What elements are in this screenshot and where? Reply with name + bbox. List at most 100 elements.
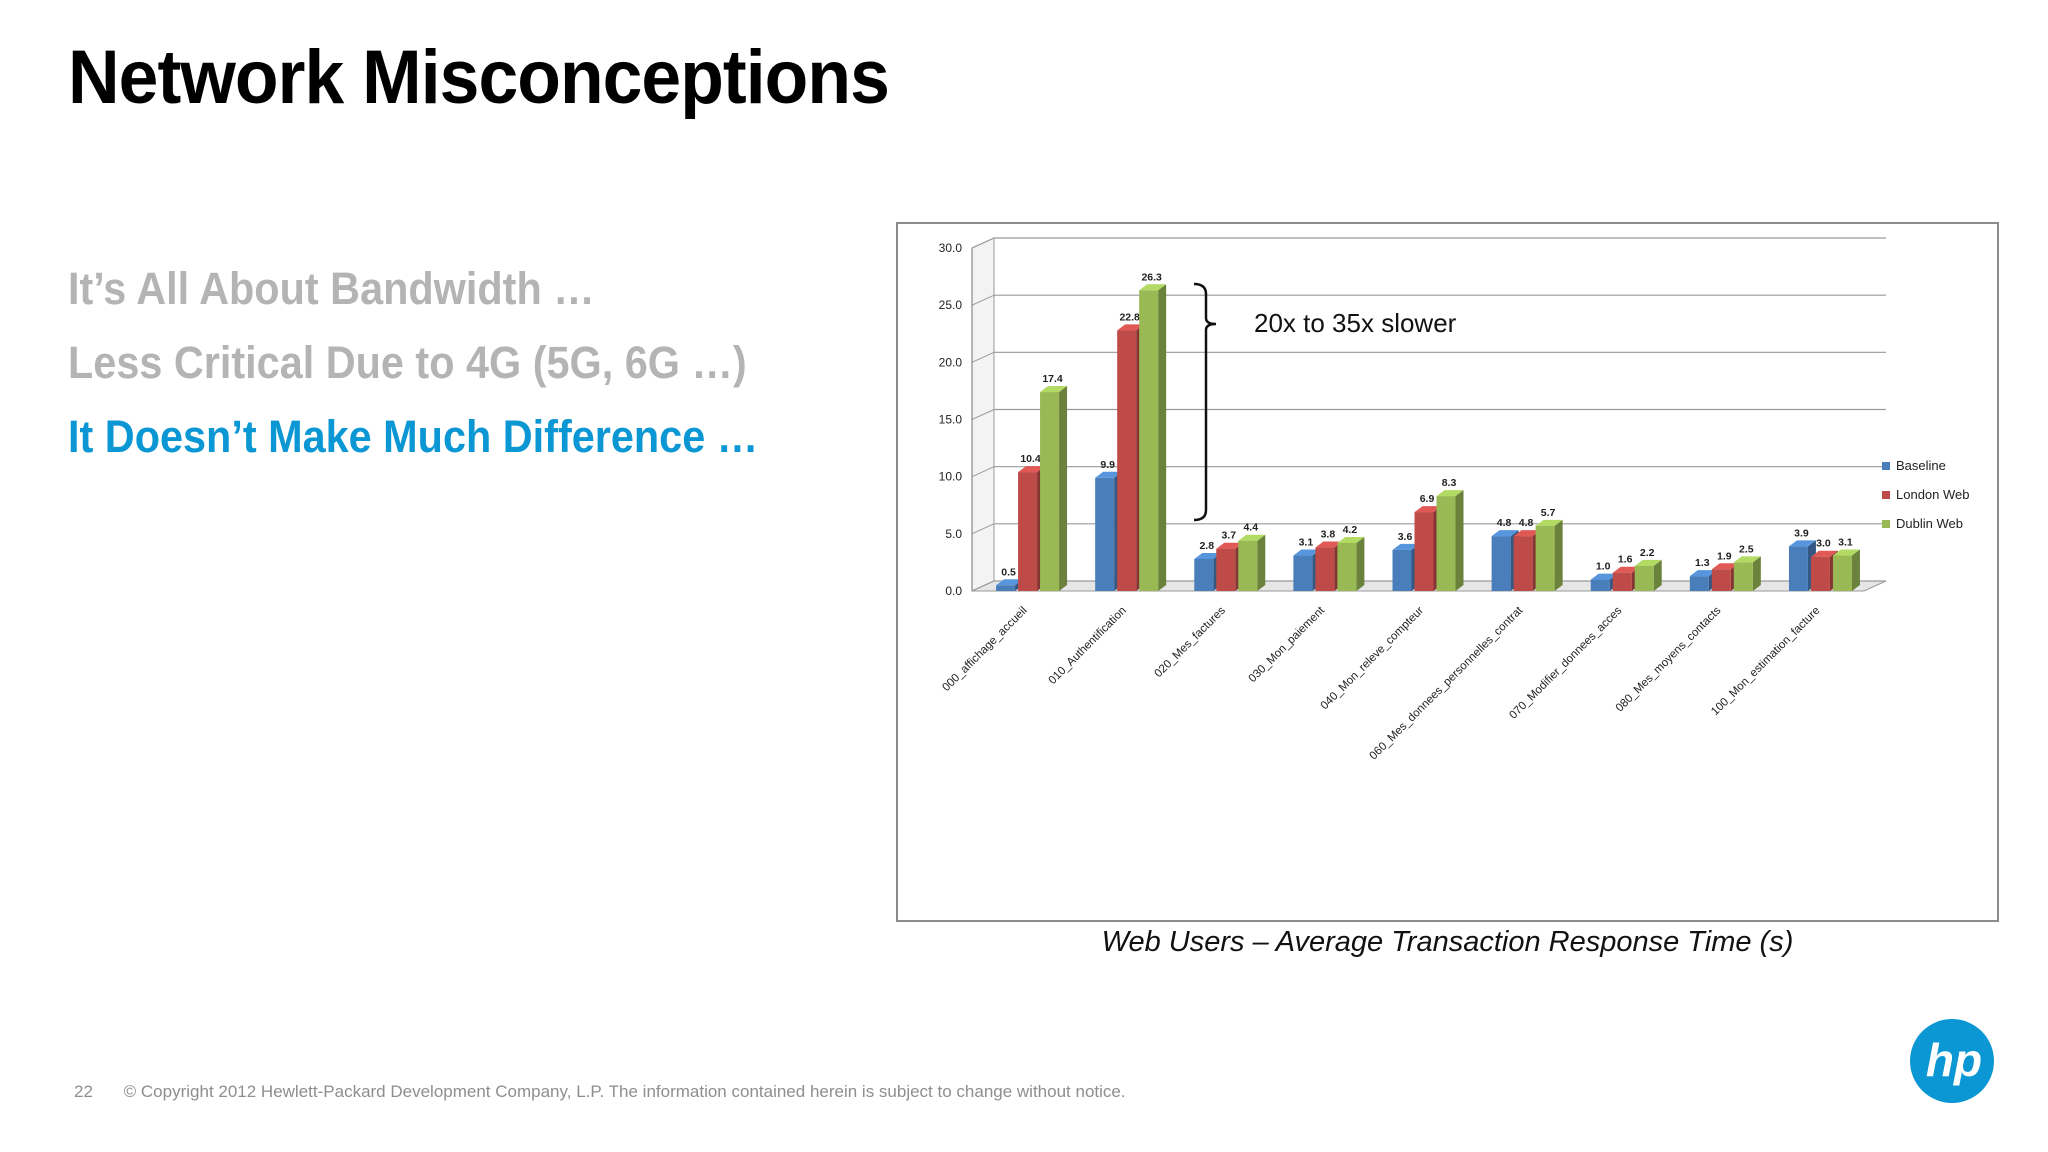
x-tick-label: 020_Mes_factures <box>1153 604 1229 680</box>
y-tick-label: 20.0 <box>939 355 963 369</box>
bar <box>1315 547 1335 591</box>
legend-swatch <box>1882 462 1890 470</box>
x-tick-label: 000_affichage_accueil <box>940 605 1029 694</box>
data-label: 8.3 <box>1442 477 1457 489</box>
bar-top <box>996 579 1024 586</box>
chart-caption: Web Users – Average Transaction Response… <box>1101 926 1794 958</box>
bar-top <box>1733 556 1761 563</box>
data-label: 22.8 <box>1119 311 1140 323</box>
hp-logo: hp <box>1910 1019 1994 1103</box>
slide-title: Network Misconceptions <box>68 35 890 120</box>
bar <box>1513 536 1533 591</box>
bar-side <box>1851 549 1860 591</box>
bar <box>1018 472 1038 591</box>
data-label: 3.1 <box>1299 537 1314 549</box>
bar <box>1238 540 1258 591</box>
bar-side <box>1257 534 1266 591</box>
bar <box>1095 477 1115 591</box>
bar-top <box>1238 534 1266 541</box>
bar-top <box>1392 543 1420 550</box>
bar-top <box>1535 519 1563 526</box>
bullet-bandwidth: It’s All About Bandwidth … <box>68 263 595 314</box>
gridline-depth <box>971 237 995 249</box>
bar-top <box>1711 563 1739 570</box>
legend-label: London Web <box>1896 487 1970 502</box>
data-label: 4.2 <box>1343 524 1358 536</box>
bar-side <box>1158 284 1167 591</box>
x-tick-label: 030_Mon_paiement <box>1247 604 1328 685</box>
bar <box>996 585 1016 591</box>
bar <box>1590 579 1610 591</box>
bar-side <box>1455 490 1464 591</box>
bar <box>1832 555 1852 591</box>
footer: 22 © Copyright 2012 Hewlett-Packard Deve… <box>74 1082 1126 1102</box>
bar-top <box>1194 552 1222 559</box>
data-label: 4.8 <box>1519 517 1534 529</box>
bar-side <box>1059 386 1068 591</box>
bar-side <box>1752 556 1761 591</box>
bar <box>1117 330 1137 591</box>
gridline-depth <box>971 294 995 306</box>
data-label: 5.7 <box>1541 507 1556 519</box>
bar <box>1436 496 1456 591</box>
bar <box>1810 556 1830 591</box>
bar-side <box>1356 536 1365 591</box>
bar-top <box>1810 550 1838 557</box>
data-label: 26.3 <box>1141 271 1162 283</box>
bar-top <box>1491 530 1519 537</box>
bar-top <box>1590 573 1618 580</box>
data-label: 3.7 <box>1221 530 1236 542</box>
y-tick-label: 25.0 <box>939 298 963 312</box>
y-tick-label: 30.0 <box>939 241 963 255</box>
bar-top <box>1095 471 1123 478</box>
data-label: 1.6 <box>1618 554 1633 566</box>
copyright-text: © Copyright 2012 Hewlett-Packard Develop… <box>123 1082 1126 1101</box>
legend-swatch <box>1882 491 1890 499</box>
slower-annotation: 20x to 35x slower <box>1254 308 1457 338</box>
bar <box>1414 512 1434 591</box>
bar-top <box>1315 541 1343 548</box>
data-label: 10.4 <box>1020 453 1041 465</box>
bar <box>1689 576 1709 591</box>
bar-chart: 0.0 5.0 10.0 15.0 20.0 25.0 30.0 0.5 10.4 17.4 000… <box>939 237 1970 762</box>
x-tick-label: 080_Mes_moyens_contacts <box>1614 604 1724 714</box>
bar <box>1788 546 1808 591</box>
bar-top <box>1040 386 1068 393</box>
bar-top <box>1788 540 1816 547</box>
legend-swatch <box>1882 520 1890 528</box>
bar-side <box>1554 519 1563 591</box>
bar <box>1612 572 1632 591</box>
x-tick-label: 060_Mes_donnees_personnelles_contrat <box>1368 604 1526 762</box>
x-tick-label: 040_Mon_releve_compteur <box>1319 605 1427 713</box>
y-tick-label: 0.0 <box>945 584 962 598</box>
bar-top <box>1689 570 1717 577</box>
data-label: 3.1 <box>1838 537 1853 549</box>
bar-top <box>1139 284 1167 291</box>
gridline-depth <box>971 523 995 535</box>
data-label: 1.0 <box>1596 561 1611 573</box>
slower-bracket <box>1193 282 1217 522</box>
gridline-depth <box>971 466 995 478</box>
data-label: 4.4 <box>1243 522 1258 534</box>
data-label: 6.9 <box>1420 493 1435 505</box>
bar <box>1491 536 1511 591</box>
gridline-depth <box>971 351 995 363</box>
data-label: 3.8 <box>1321 529 1336 541</box>
bar <box>1194 558 1214 591</box>
data-label: 3.6 <box>1398 531 1413 543</box>
data-label: 2.8 <box>1199 540 1214 552</box>
bar-top <box>1216 542 1244 549</box>
bar <box>1392 549 1412 591</box>
bar-top <box>1436 490 1464 497</box>
chart-frame: 0.0 5.0 10.0 15.0 20.0 25.0 30.0 0.5 10.4 17.4 000… <box>896 222 1999 922</box>
data-label: 1.3 <box>1695 557 1710 569</box>
bar <box>1139 290 1159 591</box>
data-label: 3.0 <box>1816 538 1831 550</box>
data-label: 1.9 <box>1717 550 1732 562</box>
bar <box>1216 548 1236 591</box>
bar-top <box>1612 566 1640 573</box>
x-tick-label: 070_Modifier_donnees_acces <box>1507 604 1624 721</box>
bar <box>1293 555 1313 591</box>
legend-label: Dublin Web <box>1896 516 1963 531</box>
bullet-4g: Less Critical Due to 4G (5G, 6G …) <box>68 337 747 388</box>
